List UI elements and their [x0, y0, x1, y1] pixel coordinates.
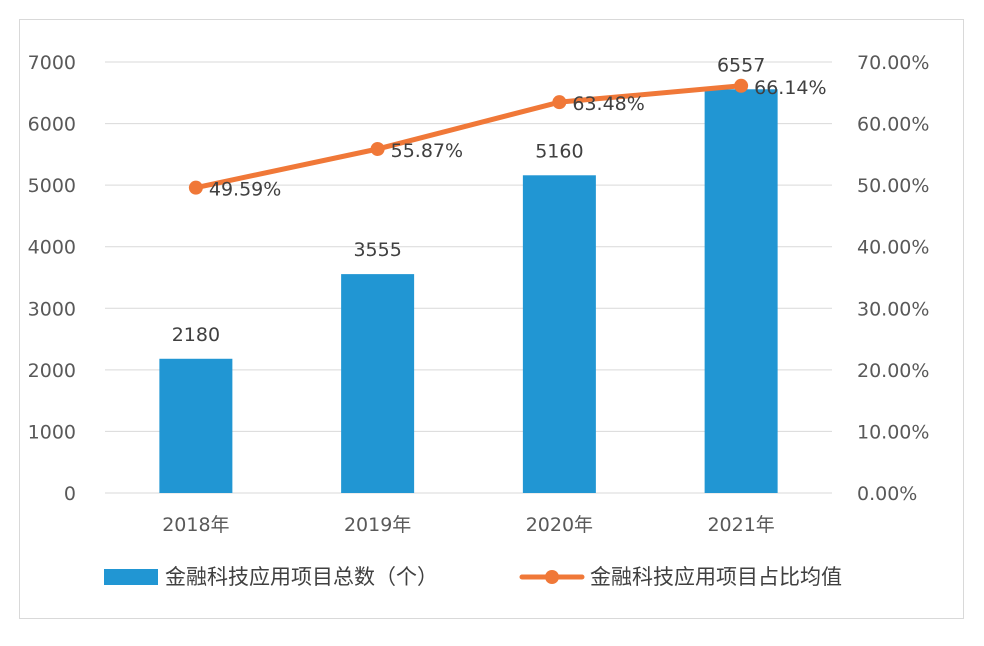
y-left-tick-label: 4000 — [28, 237, 76, 259]
y-left-tick-label: 6000 — [28, 114, 76, 136]
line-point — [734, 78, 749, 93]
axes: 0 0.00% 1000 10.00% 2000 20.00% 3000 30.00% 4000… — [28, 52, 930, 536]
y-right-tick-label: 40.00% — [857, 237, 929, 259]
y-right-tick-label: 30.00% — [857, 298, 929, 320]
y-right-tick-label: 70.00% — [857, 52, 929, 74]
x-tick-label: 2021年 — [707, 514, 774, 536]
x-tick-label: 2020年 — [526, 514, 593, 536]
legend-bar-swatch — [104, 569, 158, 585]
chart-border — [19, 19, 964, 619]
legend: 金融科技应用项目总数（个） 金融科技应用项目占比均值 — [104, 565, 842, 589]
bar-data-label: 2180 — [172, 324, 220, 346]
bar-data-label: 6557 — [717, 54, 765, 76]
bar — [522, 175, 596, 493]
line-data-label: 63.48% — [572, 93, 644, 115]
y-left-tick-label: 7000 — [28, 52, 76, 74]
y-right-tick-label: 60.00% — [857, 114, 929, 136]
data-labels: 2180 3555 5160 6557 49.59% 55.87% 63.48% 66.14% — [172, 54, 827, 345]
line-series — [188, 78, 749, 195]
legend-line-label: 金融科技应用项目占比均值 — [590, 565, 842, 589]
legend-line-marker — [545, 570, 559, 584]
bar — [704, 89, 778, 493]
bar — [159, 358, 233, 493]
series-line — [193, 83, 744, 191]
bar-data-label: 5160 — [535, 140, 583, 162]
y-left-tick-label: 5000 — [28, 175, 76, 197]
bar-data-label: 3555 — [353, 239, 401, 261]
bar-series — [159, 89, 778, 493]
legend-bar-label: 金融科技应用项目总数（个） — [165, 565, 438, 589]
line-point — [188, 180, 203, 195]
y-right-tick-label: 0.00% — [857, 483, 917, 505]
y-left-tick-label: 1000 — [28, 421, 76, 443]
y-right-tick-label: 20.00% — [857, 360, 929, 382]
x-tick-label: 2019年 — [344, 514, 411, 536]
bar — [341, 274, 415, 493]
y-left-tick-label: 3000 — [28, 298, 76, 320]
line-data-label: 66.14% — [754, 77, 826, 99]
y-left-tick-label: 2000 — [28, 360, 76, 382]
line-point — [552, 95, 567, 110]
y-right-tick-label: 50.00% — [857, 175, 929, 197]
line-data-label: 49.59% — [209, 179, 281, 201]
x-tick-label: 2018年 — [162, 514, 229, 536]
line-point — [370, 142, 385, 157]
y-left-tick-label: 0 — [64, 483, 76, 505]
line-data-label: 55.87% — [391, 140, 463, 162]
y-right-tick-label: 10.00% — [857, 421, 929, 443]
